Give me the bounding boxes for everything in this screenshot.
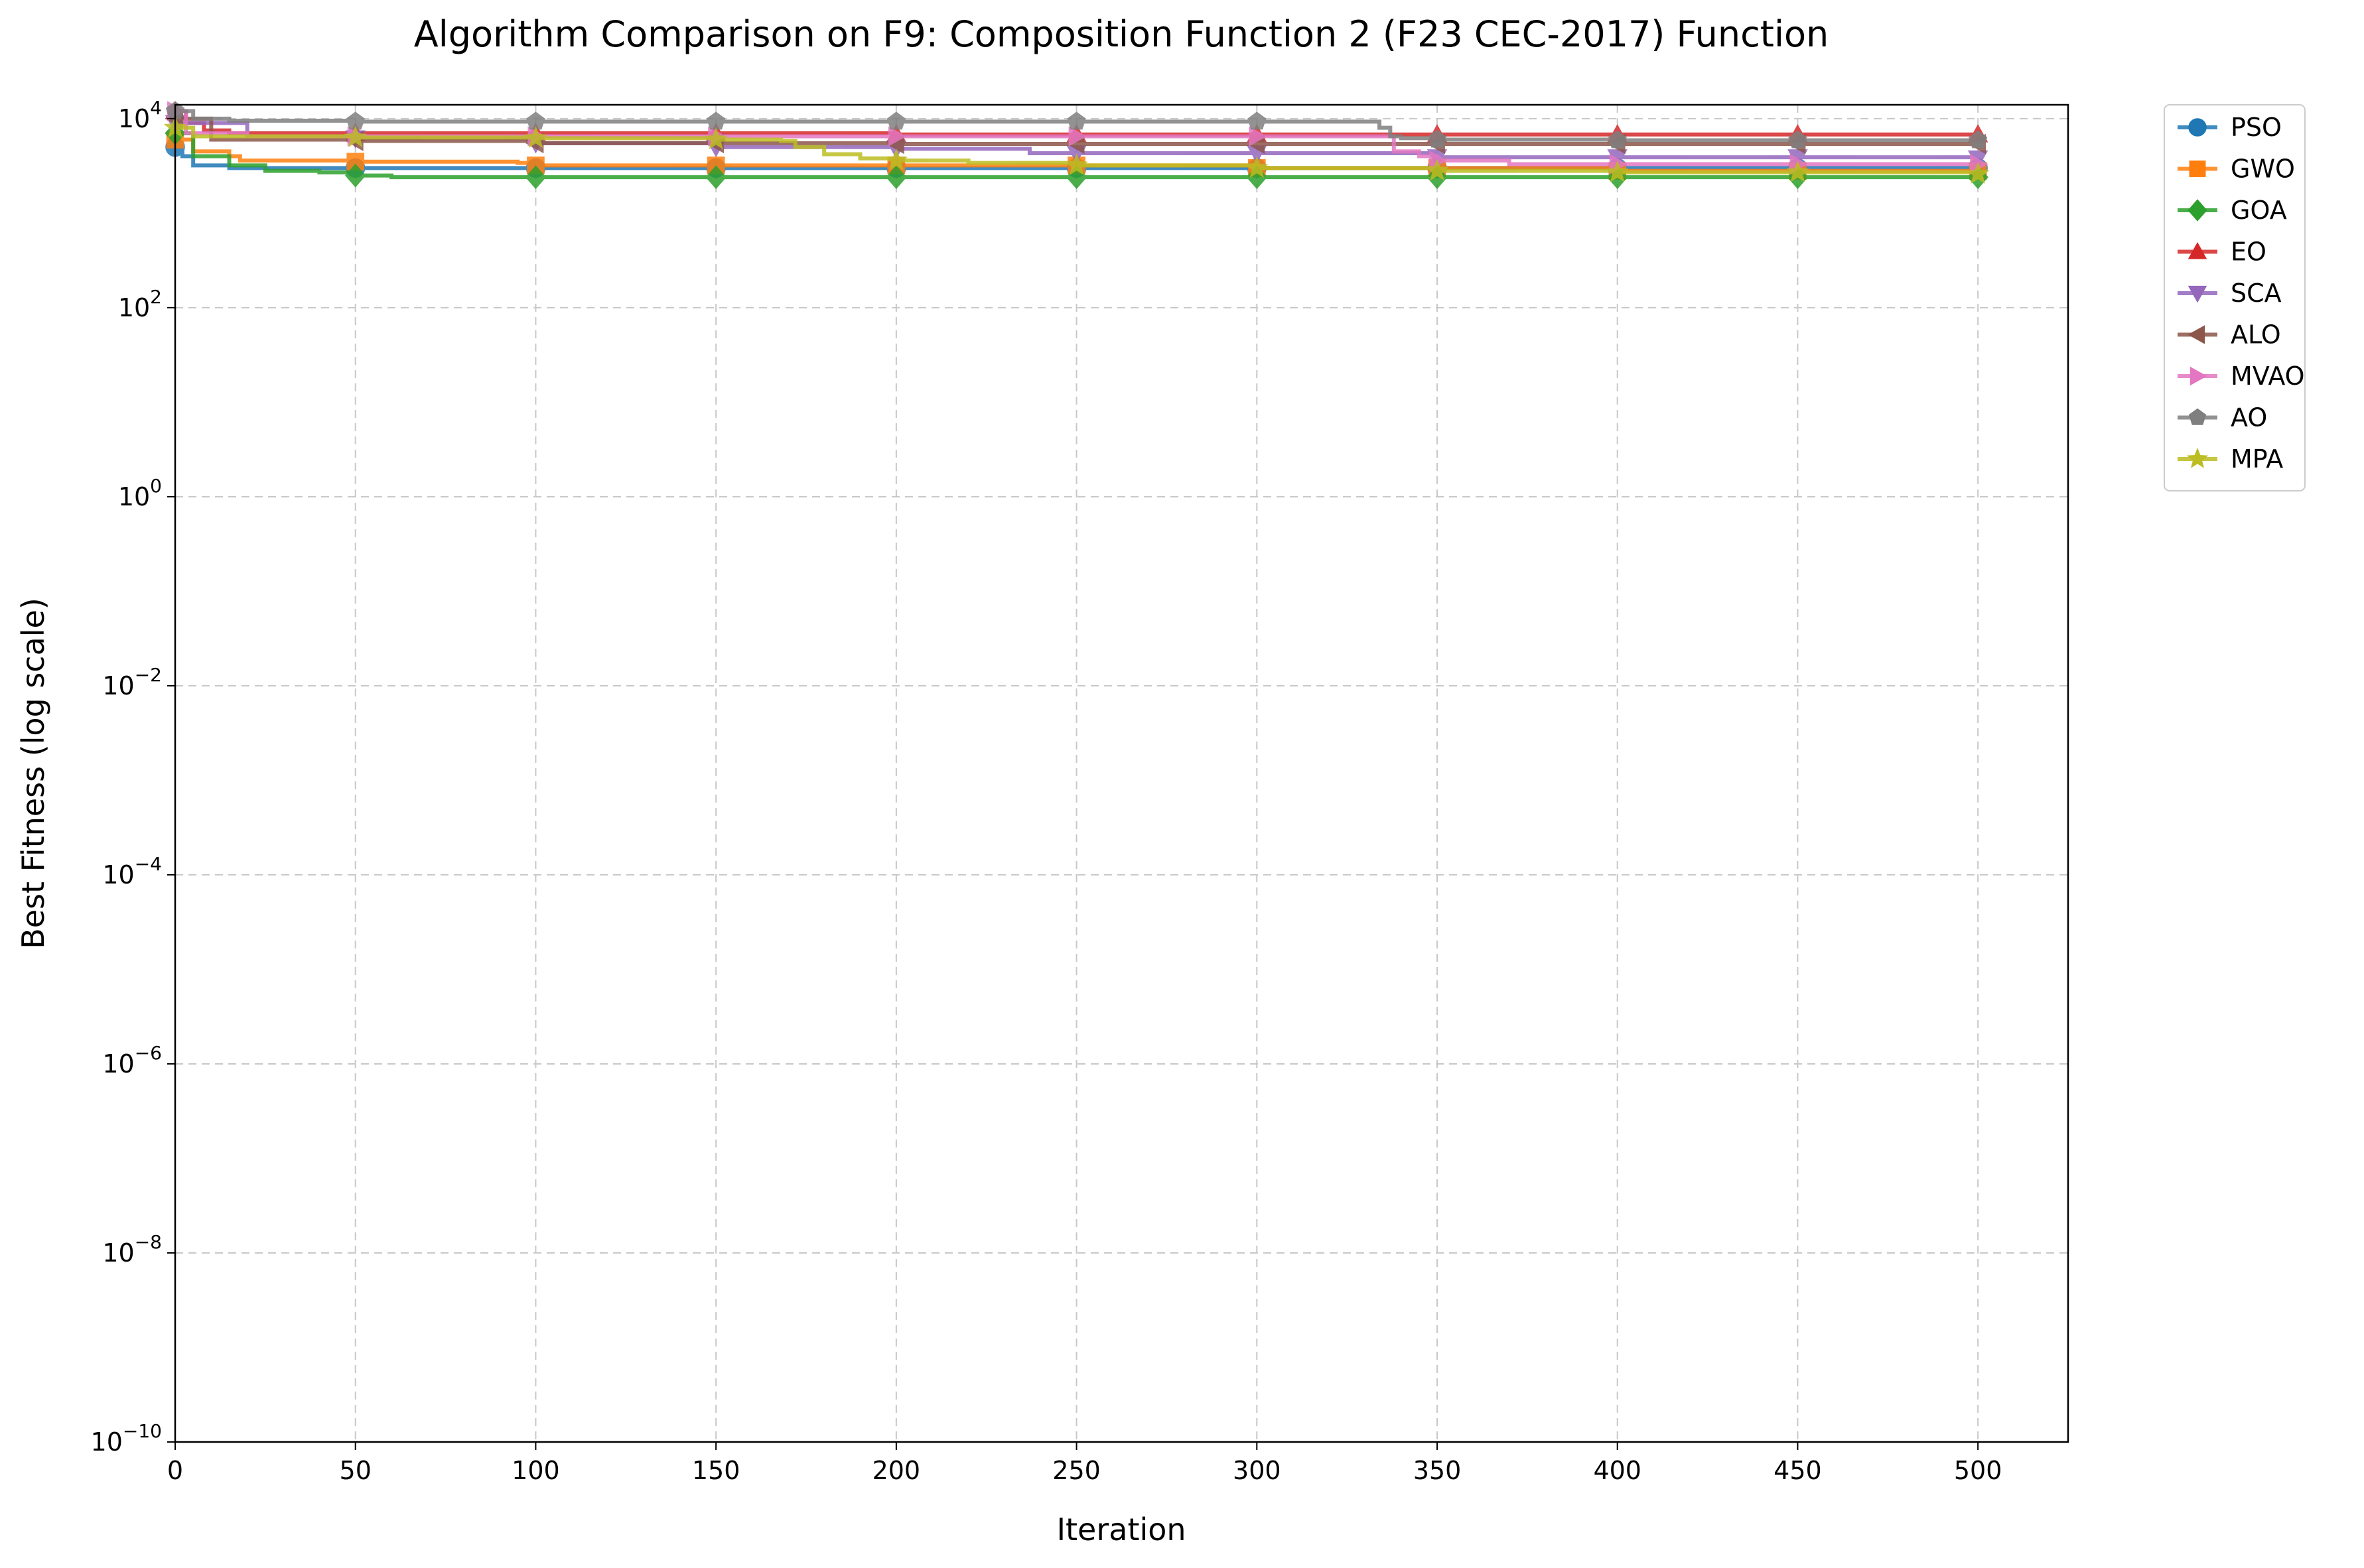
- data-point-goa: [886, 165, 907, 190]
- legend-marker: [2188, 118, 2207, 137]
- legend-marker: [2188, 325, 2205, 344]
- data-point-mpa: [1245, 156, 1269, 178]
- data-point-mpa: [1065, 153, 1088, 176]
- data-point-ao: [1247, 111, 1267, 130]
- y-tick-label: 10−2: [102, 664, 162, 700]
- series-line-mvao: [175, 109, 1979, 166]
- data-point-ao: [886, 111, 906, 130]
- y-axis-ticks: 10−10 10−8 10−6 10−4 10−2 100 102 104: [91, 97, 175, 1457]
- legend-marker: [2188, 285, 2207, 303]
- legend-marker: [2188, 241, 2207, 259]
- legend-label: AO: [2231, 403, 2267, 432]
- data-point-goa: [525, 165, 547, 190]
- x-axis-label: Iteration: [1056, 1512, 1186, 1547]
- legend-box: [2164, 104, 2306, 491]
- data-point-mpa: [704, 127, 728, 150]
- legend-item-ao: AO: [2178, 403, 2267, 432]
- y-tick-label: 100: [118, 475, 162, 511]
- legend-item-mpa: MPA: [2178, 444, 2283, 474]
- legend-label: ALO: [2231, 320, 2281, 350]
- data-point-ao: [1067, 111, 1086, 130]
- data-point-mvao: [1249, 126, 1267, 147]
- legend-marker: [2190, 366, 2207, 386]
- legend-label: MVAO: [2231, 361, 2305, 391]
- y-tick-label: 104: [118, 97, 162, 133]
- legend-label: MPA: [2231, 444, 2283, 474]
- legend-item-mvao: MVAO: [2178, 361, 2305, 391]
- data-point-ao: [1968, 130, 1988, 149]
- data-point-mpa: [884, 148, 908, 170]
- legend-item-eo: EO: [2178, 237, 2266, 267]
- series-mpa: [163, 115, 1990, 184]
- y-tick-label: 102: [118, 286, 162, 322]
- series-line-goa: [175, 131, 1979, 180]
- chart-title: Algorithm Comparison on F9: Composition …: [414, 13, 1829, 55]
- x-tick-label: 250: [1052, 1456, 1101, 1485]
- data-point-mpa: [344, 125, 367, 148]
- legend-item-pso: PSO: [2178, 113, 2282, 142]
- legend-item-alo: ALO: [2178, 320, 2281, 350]
- data-point-ao: [1427, 129, 1447, 148]
- x-tick-label: 50: [340, 1456, 372, 1485]
- y-axis-label: Best Fitness (log scale): [15, 598, 51, 949]
- legend-label: GWO: [2231, 155, 2295, 184]
- y-tick-label: 10−10: [91, 1420, 162, 1457]
- data-point-mvao: [1068, 126, 1087, 147]
- data-point-mpa: [524, 126, 547, 149]
- legend-marker: [2188, 408, 2207, 425]
- legend-label: GOA: [2231, 196, 2287, 225]
- series-ao: [165, 101, 1988, 149]
- data-point-goa: [705, 165, 727, 190]
- y-tick-label: 10−8: [102, 1231, 162, 1268]
- legend-label: PSO: [2231, 113, 2282, 142]
- legend-item-gwo: GWO: [2178, 155, 2295, 184]
- legend: PSO GWO GOA EO SCA ALO MVAO AO MPA: [2164, 104, 2306, 491]
- legend-marker: [2188, 199, 2207, 222]
- data-point-goa: [1426, 165, 1448, 190]
- data-point-ao: [1608, 130, 1627, 149]
- x-tick-label: 0: [167, 1456, 183, 1485]
- legend-marker: [2186, 448, 2209, 468]
- x-tick-label: 150: [692, 1456, 740, 1485]
- x-tick-label: 300: [1233, 1456, 1281, 1485]
- y-tick-label: 10−4: [102, 853, 162, 889]
- legend-item-sca: SCA: [2178, 279, 2282, 308]
- legend-label: EO: [2231, 237, 2266, 267]
- x-tick-label: 350: [1413, 1456, 1462, 1485]
- legend-label: SCA: [2231, 279, 2282, 308]
- grid: [174, 105, 2068, 1443]
- data-point-goa: [345, 163, 366, 188]
- x-tick-label: 400: [1593, 1456, 1641, 1485]
- x-tick-label: 450: [1773, 1456, 1822, 1485]
- x-tick-label: 200: [872, 1456, 921, 1485]
- data-point-mpa: [1966, 162, 1990, 184]
- data-point-mpa: [1786, 160, 1809, 182]
- plot-frame: [174, 103, 2069, 1443]
- legend-marker: [2189, 161, 2206, 177]
- data-point-mvao: [888, 126, 907, 147]
- legend-item-goa: GOA: [2178, 196, 2287, 225]
- y-tick-label: 10−6: [102, 1042, 162, 1078]
- data-point-ao: [1788, 130, 1807, 149]
- data-point-mpa: [1606, 160, 1629, 182]
- data-point-mpa: [1425, 159, 1449, 181]
- x-axis-ticks: 0 50 100 150 200 250 300 350 400 450 500: [167, 1442, 2002, 1485]
- x-tick-label: 500: [1954, 1456, 2002, 1485]
- x-tick-label: 100: [512, 1456, 560, 1485]
